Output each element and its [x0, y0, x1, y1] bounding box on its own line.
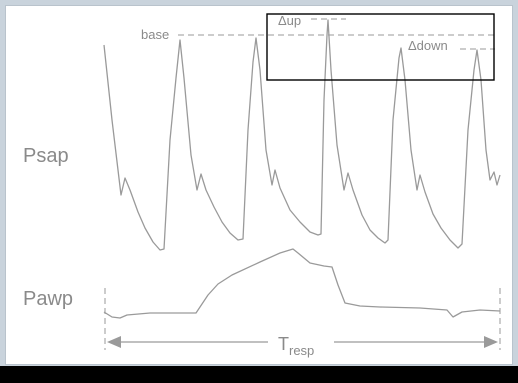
delta-up-label: Δup	[278, 13, 301, 28]
t-resp-main: T	[278, 334, 289, 354]
psap-waveform	[103, 19, 501, 251]
bottom-bar	[0, 366, 518, 383]
base-label: base	[141, 27, 169, 42]
pawp-waveform	[103, 248, 501, 319]
t-resp-subscript: resp	[289, 343, 314, 358]
pawp-label: Pawp	[23, 288, 73, 310]
psap-label: Psap	[23, 145, 69, 167]
peak-highlight-box	[266, 13, 495, 81]
t-resp-arrowhead-right	[484, 336, 498, 348]
t-resp-arrowhead-left	[107, 336, 121, 348]
delta-down-label: Δdown	[408, 38, 448, 53]
t-resp-label: Tresp	[278, 334, 314, 358]
